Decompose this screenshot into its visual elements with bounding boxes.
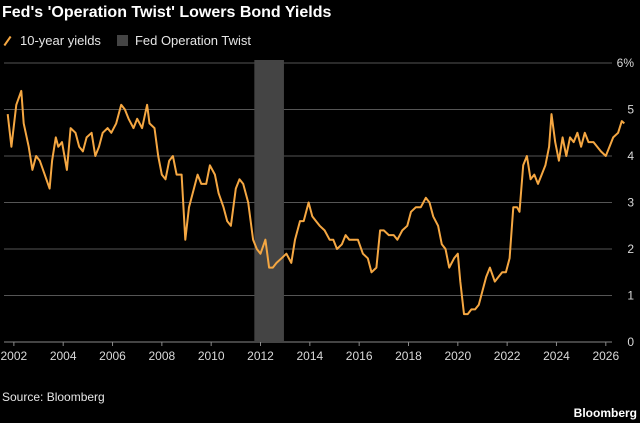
x-tick-2010: 2010 [198, 349, 225, 363]
y-tick-1: 1 [627, 289, 634, 303]
legend-label-operation-twist: Fed Operation Twist [134, 33, 252, 48]
chart-title: Fed's 'Operation Twist' Lowers Bond Yiel… [2, 4, 332, 21]
legend-band-swatch [116, 35, 128, 46]
series-line-10-year-yields [6, 89, 625, 316]
source-note: Source: Bloomberg [2, 390, 105, 404]
x-tick-2006: 2006 [99, 349, 126, 363]
y-tick-0: 0 [627, 335, 634, 349]
x-tick-labels: 2002 2004 2006 2008 2010 2012 2014 2016 2018 2020… [1, 342, 619, 363]
x-tick-2024: 2024 [543, 349, 570, 363]
legend-item-yields: 10-year yields [2, 33, 101, 48]
x-tick-2016: 2016 [346, 349, 373, 363]
series-group [6, 89, 625, 316]
operation-twist-band [254, 60, 284, 342]
legend: 10-year yields Fed Operation Twist [2, 33, 267, 48]
x-tick-2026: 2026 [592, 349, 619, 363]
x-tick-2004: 2004 [50, 349, 77, 363]
y-tick-3: 3 [627, 196, 634, 210]
line-chart: 0 1 2 3 4 5 6% 2002 2004 2006 2008 2010 2012 2014 201… [1, 56, 635, 363]
legend-item-operation-twist: Fed Operation Twist [116, 33, 252, 48]
x-tick-2012: 2012 [247, 349, 274, 363]
y-tick-2: 2 [627, 242, 634, 256]
x-tick-2014: 2014 [296, 349, 323, 363]
x-tick-2002: 2002 [1, 349, 28, 363]
y-tick-5: 5 [627, 103, 634, 117]
y-tick-4: 4 [627, 149, 634, 163]
legend-label-yields: 10-year yields [20, 33, 101, 48]
x-tick-2018: 2018 [395, 349, 422, 363]
y-tick-6: 6% [617, 56, 635, 70]
x-tick-2020: 2020 [444, 349, 471, 363]
x-tick-2022: 2022 [494, 349, 521, 363]
brand-logo-text: Bloomberg [573, 406, 637, 420]
y-tick-labels: 0 1 2 3 4 5 6% [617, 56, 635, 349]
x-tick-2008: 2008 [148, 349, 175, 363]
grid-lines [4, 62, 612, 343]
operation-twist-band-group [254, 60, 284, 342]
legend-line-swatch [3, 35, 12, 46]
